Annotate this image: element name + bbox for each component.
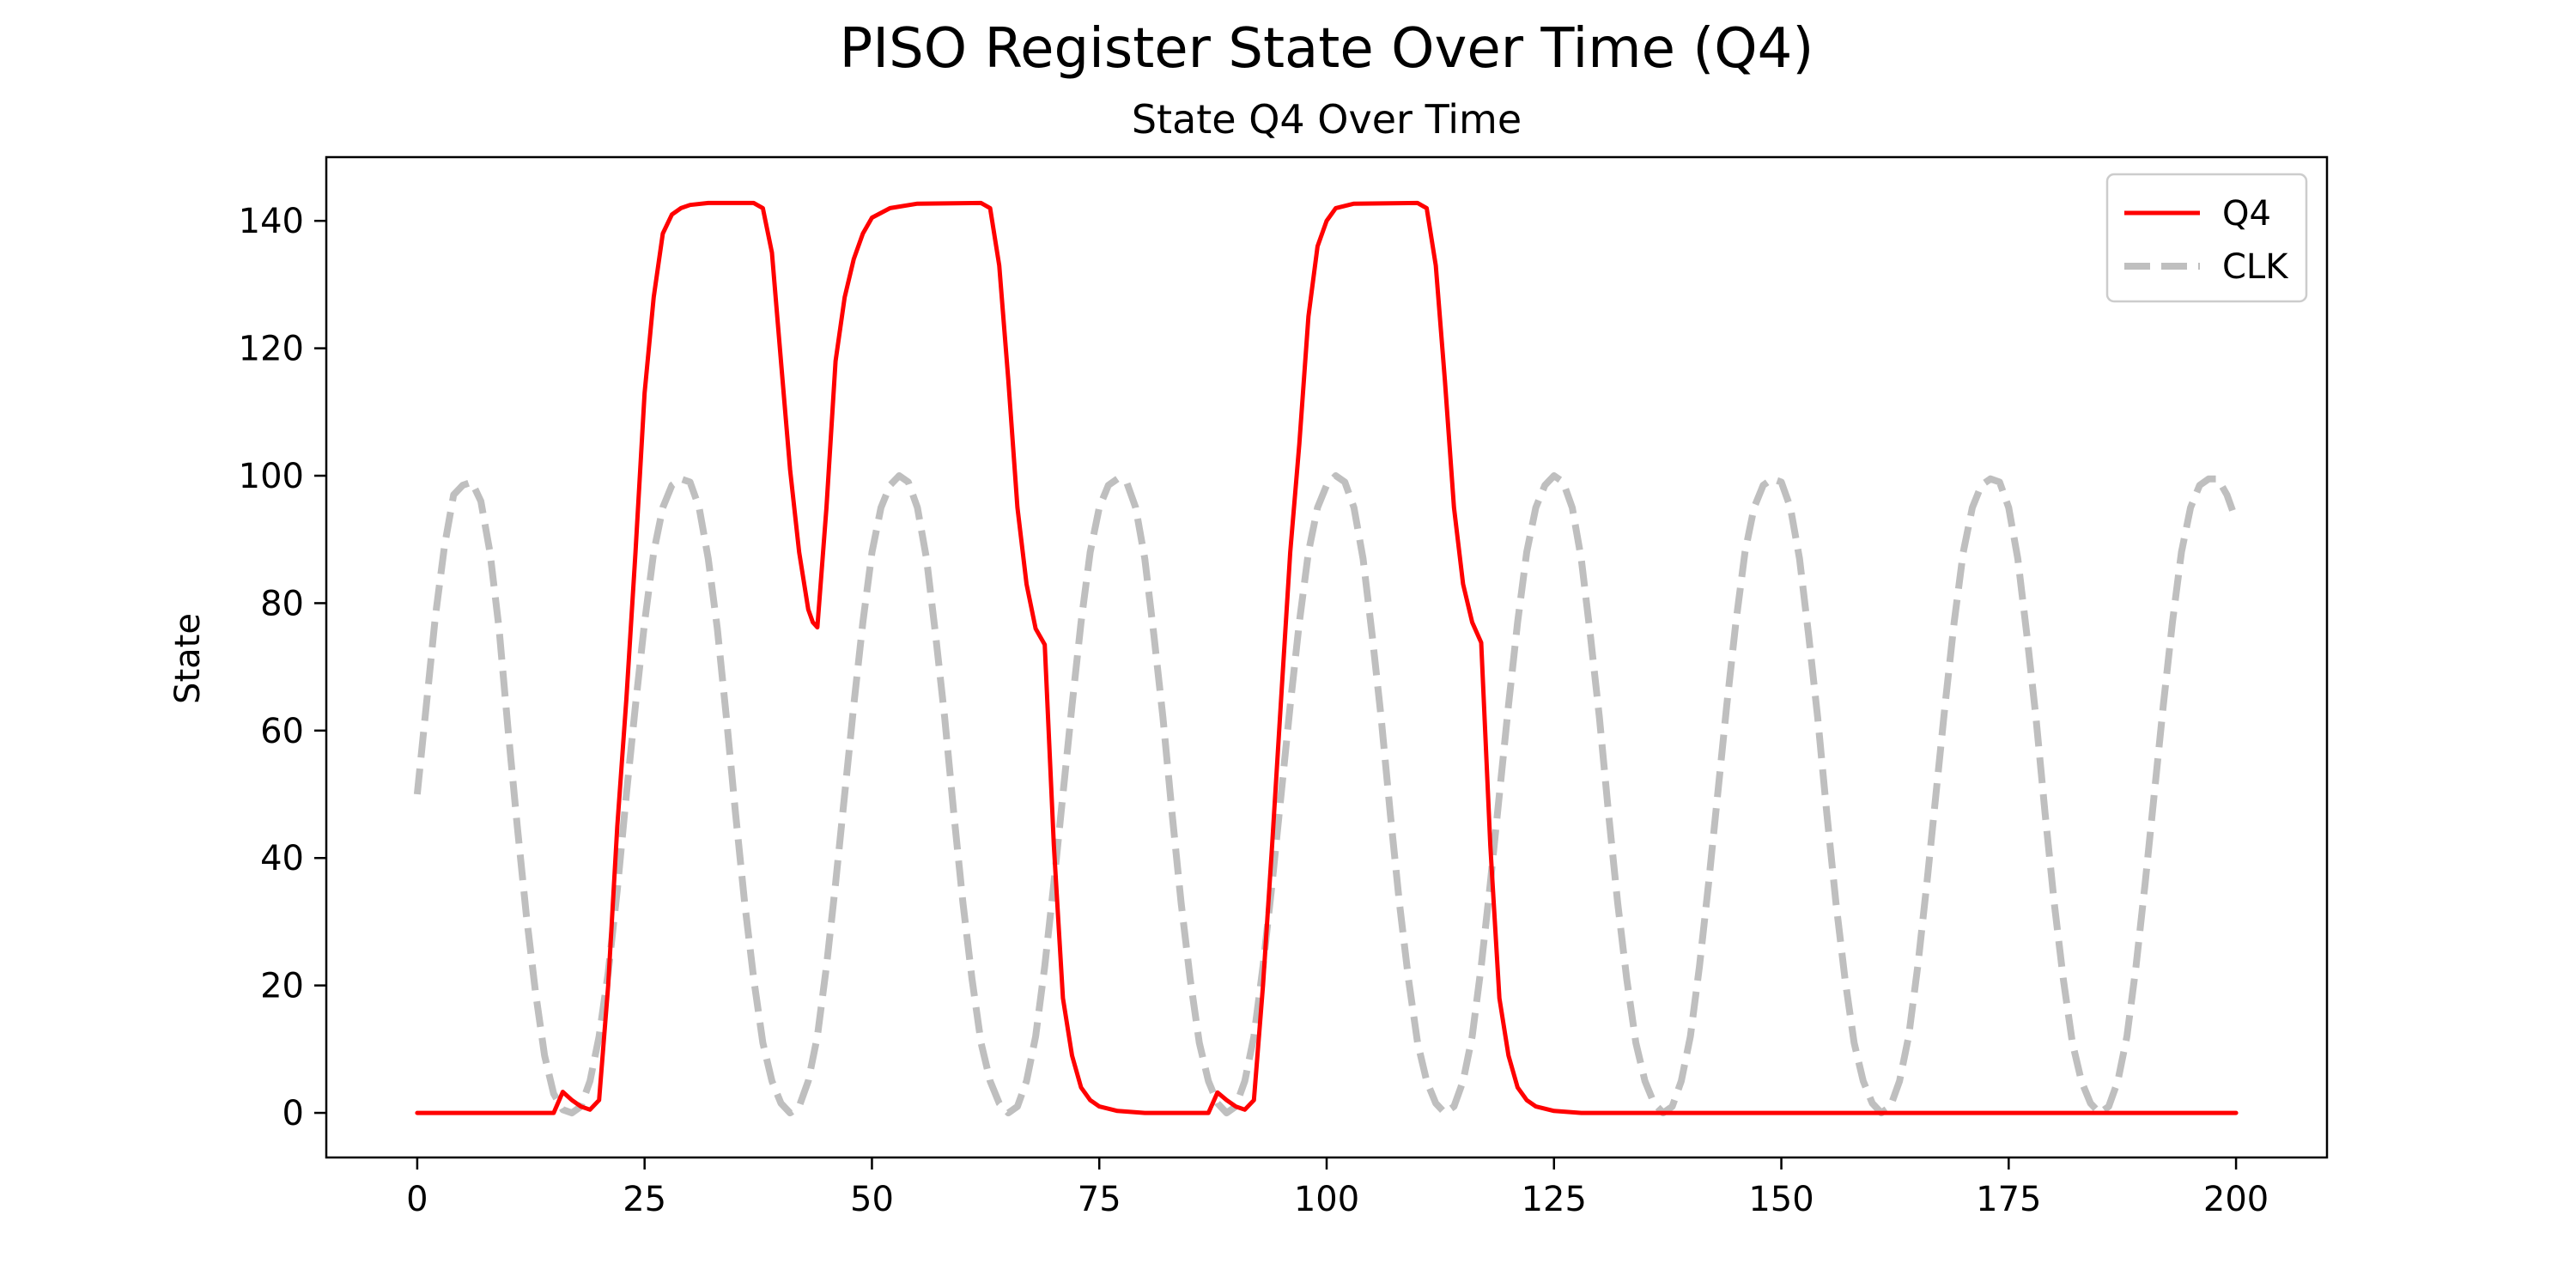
legend: Q4 CLK	[2105, 173, 2308, 303]
x-tick-label: 75	[1078, 1180, 1121, 1219]
y-tick-label: 100	[239, 457, 304, 496]
series-line-clk	[413, 472, 2239, 1117]
series-layer	[413, 200, 2239, 1117]
x-tick-label: 50	[850, 1180, 894, 1219]
x-tick-label: 25	[623, 1180, 666, 1219]
y-tick-label: 120	[239, 330, 304, 369]
chart-title: PISO Register State Over Time (Q4)	[840, 17, 1814, 81]
x-tick-label: 100	[1294, 1180, 1359, 1219]
x-tick-label: 175	[1976, 1180, 2041, 1219]
legend-label-q4: Q4	[2222, 194, 2271, 234]
y-tick-label: 0	[283, 1094, 304, 1133]
y-axis-ticks: 0 20 40 60 80 100 120 140	[239, 202, 326, 1133]
y-tick-label: 140	[239, 202, 304, 241]
series-line-q4	[415, 200, 2239, 1115]
y-tick-label: 60	[260, 712, 304, 751]
legend-box	[2105, 173, 2308, 303]
y-tick-label: 40	[260, 839, 304, 878]
y-tick-label: 80	[260, 584, 304, 623]
chart-subtitle: State Q4 Over Time	[1132, 96, 1522, 143]
x-tick-label: 150	[1748, 1180, 1814, 1219]
y-axis-label: State	[168, 613, 208, 704]
x-tick-label: 0	[406, 1180, 428, 1219]
x-axis-ticks: 0 25 50 75 100 125 150 175 200	[406, 1157, 2269, 1219]
x-tick-label: 125	[1522, 1180, 1587, 1219]
y-tick-label: 20	[260, 967, 304, 1006]
legend-label-clk: CLK	[2222, 247, 2289, 287]
x-tick-label: 200	[2203, 1180, 2269, 1219]
